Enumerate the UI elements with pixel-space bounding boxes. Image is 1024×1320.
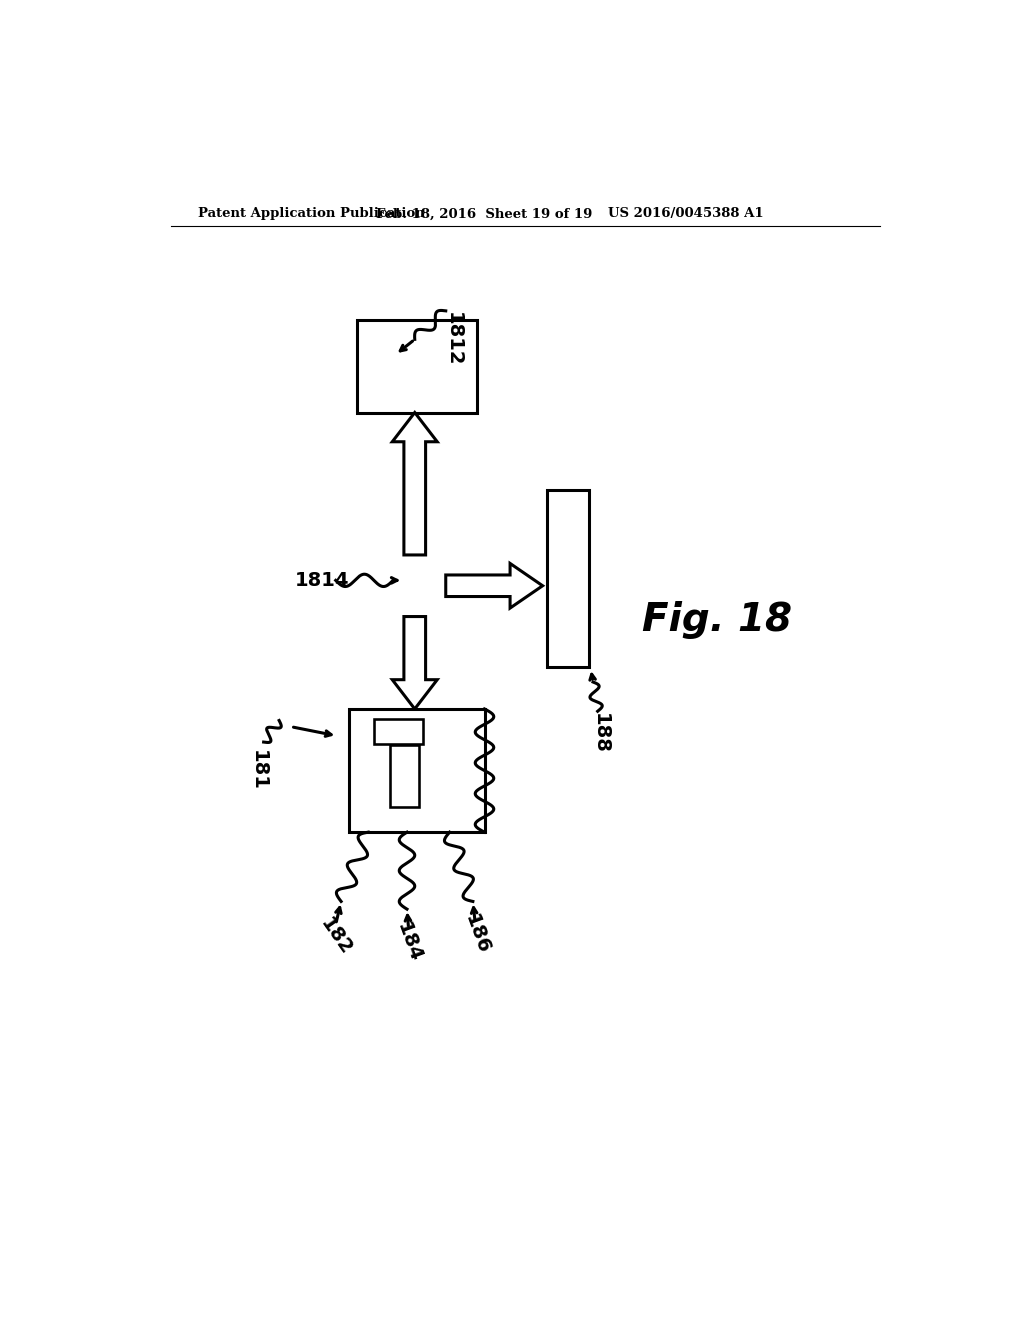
Text: US 2016/0045388 A1: US 2016/0045388 A1 [608, 207, 764, 220]
Text: 1812: 1812 [444, 313, 463, 367]
Text: 181: 181 [249, 750, 267, 791]
Text: 184: 184 [392, 920, 425, 965]
Text: Patent Application Publication: Patent Application Publication [198, 207, 425, 220]
Polygon shape [445, 564, 543, 609]
Bar [390, 744, 420, 807]
Text: 1814: 1814 [295, 570, 349, 590]
Bar [547, 490, 589, 667]
Text: 188: 188 [591, 713, 610, 754]
Text: Feb. 18, 2016  Sheet 19 of 19: Feb. 18, 2016 Sheet 19 of 19 [376, 207, 593, 220]
Bar [356, 321, 477, 413]
Text: 186: 186 [461, 912, 493, 957]
Polygon shape [392, 616, 437, 709]
Text: 182: 182 [316, 913, 355, 958]
Bar [375, 719, 423, 743]
Bar [349, 709, 484, 832]
Text: Fig. 18: Fig. 18 [642, 602, 792, 639]
Polygon shape [392, 412, 437, 554]
